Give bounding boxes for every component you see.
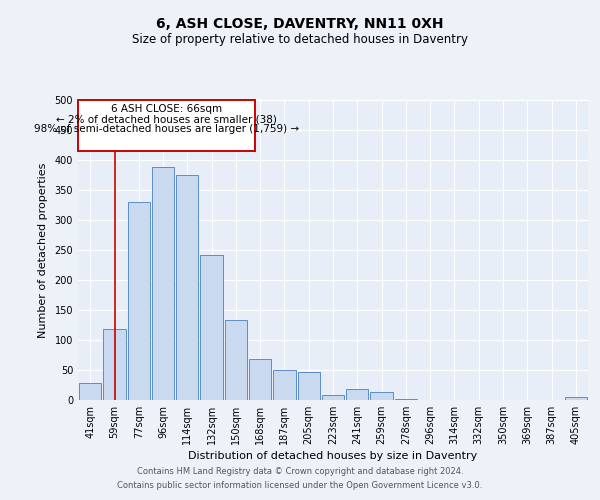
Text: 6 ASH CLOSE: 66sqm: 6 ASH CLOSE: 66sqm [111,104,222,114]
Bar [322,395,344,400]
Text: 98% of semi-detached houses are larger (1,759) →: 98% of semi-detached houses are larger (… [34,124,299,134]
Bar [176,175,199,400]
Y-axis label: Number of detached properties: Number of detached properties [38,162,47,338]
Bar [79,383,101,400]
FancyBboxPatch shape [78,100,255,151]
Bar [152,167,174,400]
Bar [200,255,223,400]
Text: 6, ASH CLOSE, DAVENTRY, NN11 0XH: 6, ASH CLOSE, DAVENTRY, NN11 0XH [156,18,444,32]
Bar [298,372,320,400]
Bar [565,397,587,400]
Bar [103,329,125,400]
X-axis label: Distribution of detached houses by size in Daventry: Distribution of detached houses by size … [188,451,478,461]
Bar [128,202,150,400]
Text: Size of property relative to detached houses in Daventry: Size of property relative to detached ho… [132,32,468,46]
Bar [249,359,271,400]
Text: Contains public sector information licensed under the Open Government Licence v3: Contains public sector information licen… [118,481,482,490]
Bar [346,388,368,400]
Text: ← 2% of detached houses are smaller (38): ← 2% of detached houses are smaller (38) [56,114,277,124]
Text: Contains HM Land Registry data © Crown copyright and database right 2024.: Contains HM Land Registry data © Crown c… [137,467,463,476]
Bar [370,392,393,400]
Bar [273,370,296,400]
Bar [224,320,247,400]
